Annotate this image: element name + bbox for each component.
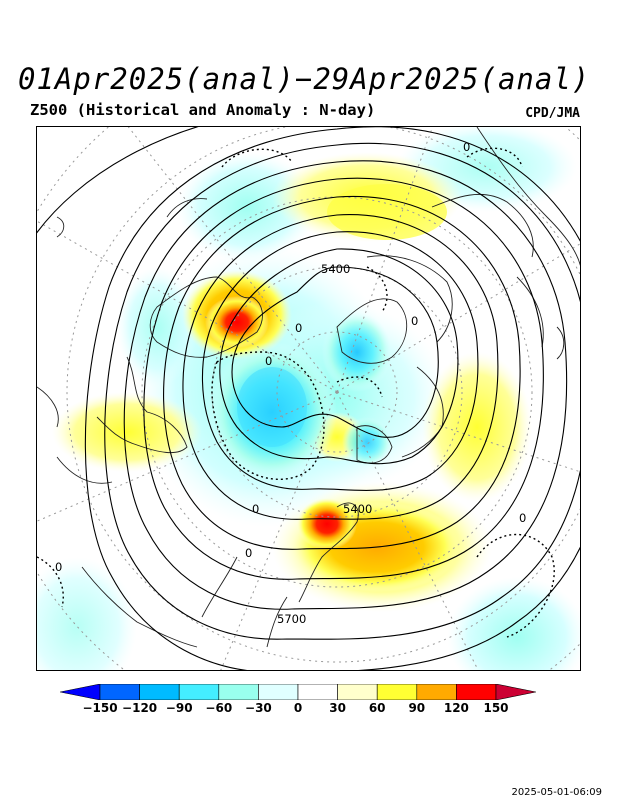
colorbar-tick-label: 0 <box>293 701 303 715</box>
colorbar-cell <box>139 684 180 700</box>
colorbar-tick-label: −150 <box>82 701 118 715</box>
timestamp: 2025-05-01-06:09 <box>511 787 602 798</box>
contour-label-5700: 5700 <box>277 612 306 626</box>
colorbar-cell <box>99 684 140 700</box>
colorbar <box>60 684 536 700</box>
colorbar-cell <box>456 684 497 700</box>
anomaly-zero-label: 0 <box>463 140 470 154</box>
colorbar-cell <box>60 684 101 700</box>
anomaly-shading <box>37 127 580 670</box>
contour-label-5400-b: 5400 <box>343 502 372 516</box>
colorbar-tick-label: −90 <box>165 701 193 715</box>
anomaly-zero-label: 0 <box>411 314 418 328</box>
colorbar-cell <box>218 684 259 700</box>
anomaly-zero-label: 0 <box>252 502 259 516</box>
anomaly-zero-label: 0 <box>295 321 302 335</box>
coastlines <box>37 127 580 648</box>
colorbar-cell <box>337 684 378 700</box>
colorbar-tick-label: 120 <box>443 701 469 715</box>
page-title: 01Apr2025(anal)−29Apr2025(anal) <box>18 62 591 96</box>
chart-subtitle: Z500 (Historical and Anomaly : N-day) <box>30 101 376 119</box>
anomaly-zero-label: 0 <box>245 546 252 560</box>
colorbar-cell <box>376 684 418 700</box>
colorbar-tick-label: −60 <box>205 701 233 715</box>
colorbar-cell <box>178 684 220 700</box>
colorbar-tick-label: 150 <box>483 701 509 715</box>
colorbar-tick-label: 60 <box>368 701 386 715</box>
colorbar-cell <box>495 684 536 700</box>
anomaly-zero-label: 0 <box>55 560 62 574</box>
colorbar-tick-label: −120 <box>122 701 158 715</box>
anomaly-zero-lines <box>37 147 555 638</box>
map-labels: 5400 5400 5700 0 0 0 0 0 0 0 0 <box>55 140 526 626</box>
colorbar-tick-label: 30 <box>329 701 346 715</box>
contour-label-5400-a: 5400 <box>321 262 350 276</box>
colorbar-tick-label: 90 <box>408 701 426 715</box>
map-canvas: 5400 5400 5700 0 0 0 0 0 0 0 0 <box>37 127 580 670</box>
height-contours <box>37 127 580 670</box>
colorbar-tick-label: −30 <box>245 701 272 715</box>
anomaly-zero-label: 0 <box>265 354 272 368</box>
colorbar-cell <box>258 684 299 700</box>
colorbar-cell <box>297 684 338 700</box>
anomaly-zero-label: 0 <box>519 511 526 525</box>
polar-map: 5400 5400 5700 0 0 0 0 0 0 0 0 <box>36 126 581 671</box>
colorbar-cell <box>416 684 457 700</box>
credit-label: CPD/JMA <box>525 106 580 121</box>
